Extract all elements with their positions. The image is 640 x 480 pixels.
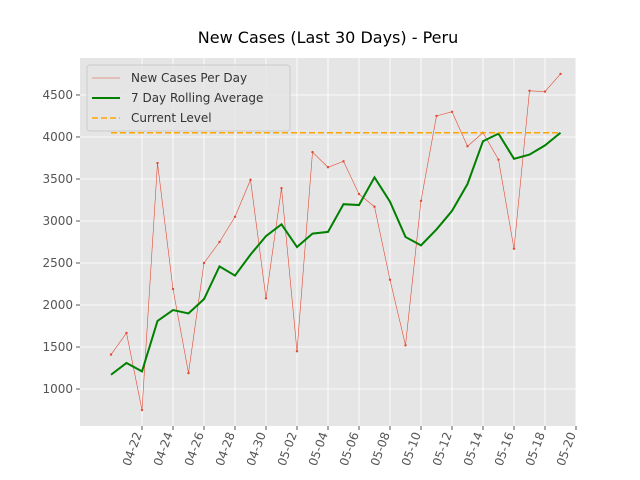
- point: [326, 166, 330, 169]
- point: [233, 215, 237, 218]
- point: [388, 278, 392, 282]
- y-tick-label: 1500: [42, 340, 73, 354]
- legend-box: [86, 64, 291, 132]
- point: [512, 247, 516, 250]
- x-tick-label: 04-24: [151, 430, 176, 468]
- point: [202, 261, 206, 265]
- y-tick-label: 3500: [42, 172, 73, 186]
- y-tick-label: 2500: [42, 256, 73, 270]
- x-tick-label: 05-06: [337, 430, 362, 468]
- series-line: [110, 132, 562, 376]
- point: [295, 350, 299, 353]
- x-tick-label: 05-20: [554, 430, 579, 468]
- point: [435, 114, 438, 118]
- x-tick-label: 04-30: [244, 430, 269, 468]
- point: [342, 160, 345, 163]
- x-tick-label: 05-10: [399, 430, 424, 468]
- legend-label: 7 Day Rolling Average: [131, 91, 263, 105]
- point: [218, 240, 221, 244]
- x-tick-label: 05-14: [461, 430, 486, 468]
- chart-title: New Cases (Last 30 Days) - Peru: [198, 28, 458, 47]
- point: [280, 187, 283, 190]
- point: [140, 408, 144, 412]
- point: [543, 90, 547, 93]
- point: [125, 331, 128, 335]
- x-tick-label: 05-16: [492, 430, 517, 468]
- point: [311, 150, 314, 154]
- point: [171, 287, 175, 291]
- x-tick-label: 05-08: [368, 430, 393, 468]
- point: [559, 72, 562, 76]
- y-tick-label: 2000: [42, 298, 73, 312]
- point: [528, 89, 531, 92]
- point: [187, 371, 190, 375]
- point: [249, 178, 252, 182]
- point: [264, 297, 268, 300]
- x-tick-label: 05-12: [430, 430, 455, 468]
- y-tick-label: 3000: [42, 214, 73, 228]
- x-tick-label: 05-02: [275, 430, 300, 468]
- series-line: [110, 73, 561, 411]
- point: [109, 353, 113, 356]
- point: [404, 344, 407, 347]
- point: [497, 158, 500, 161]
- legend-label: New Cases Per Day: [131, 71, 247, 85]
- point: [357, 192, 361, 196]
- point: [450, 110, 454, 113]
- x-tick-label: 04-28: [213, 430, 238, 468]
- x-tick-label: 04-22: [120, 430, 145, 468]
- y-tick-label: 4000: [42, 130, 73, 144]
- point: [156, 161, 159, 165]
- y-tick-label: 4500: [42, 88, 73, 102]
- point: [419, 199, 423, 203]
- x-tick-label: 05-04: [306, 430, 331, 468]
- point: [466, 145, 469, 148]
- y-tick-label: 1000: [42, 382, 73, 396]
- point: [373, 205, 376, 208]
- x-tick-label: 04-26: [182, 430, 207, 468]
- x-tick-label: 05-18: [523, 430, 548, 468]
- legend-label: Current Level: [131, 111, 212, 125]
